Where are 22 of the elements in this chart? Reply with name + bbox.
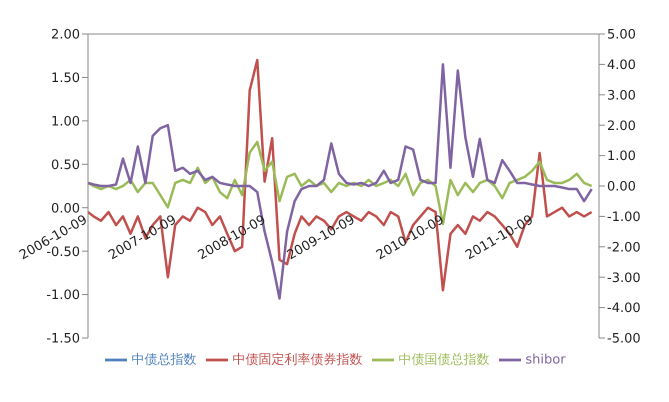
y2-tick-label: -5.00 xyxy=(607,332,641,347)
y-tick-label: -1.00 xyxy=(46,288,80,304)
y-tick-label: 2.00 xyxy=(51,28,80,43)
y2-tick-label: -2.00 xyxy=(607,240,641,256)
legend-label: 中债固定利率债券指数 xyxy=(232,352,362,368)
y-tick-label: 1.50 xyxy=(51,71,80,86)
y2-tick-label: 3.00 xyxy=(607,88,636,104)
y2-tick-label: 5.00 xyxy=(607,28,636,43)
y2-tick-label: -4.00 xyxy=(607,301,641,316)
y-tick-label: 0.00 xyxy=(51,201,80,216)
y2-tick-label: -1.00 xyxy=(607,210,641,226)
y-tick-label: 1.00 xyxy=(51,114,80,130)
y-tick-label: -1.50 xyxy=(46,332,80,347)
y2-tick-label: 2.00 xyxy=(607,118,636,134)
y-tick-label: 0.50 xyxy=(51,158,80,173)
y2-tick-label: 4.00 xyxy=(607,58,636,74)
y2-tick-label: 0.00 xyxy=(607,180,636,195)
legend-label: shibor xyxy=(525,352,566,368)
y2-tick-label: 1.00 xyxy=(607,149,636,164)
legend-label: 中债总指数 xyxy=(131,352,196,368)
y2-tick-label: -3.00 xyxy=(607,270,641,286)
legend-label: 中债国债总指数 xyxy=(398,352,490,368)
